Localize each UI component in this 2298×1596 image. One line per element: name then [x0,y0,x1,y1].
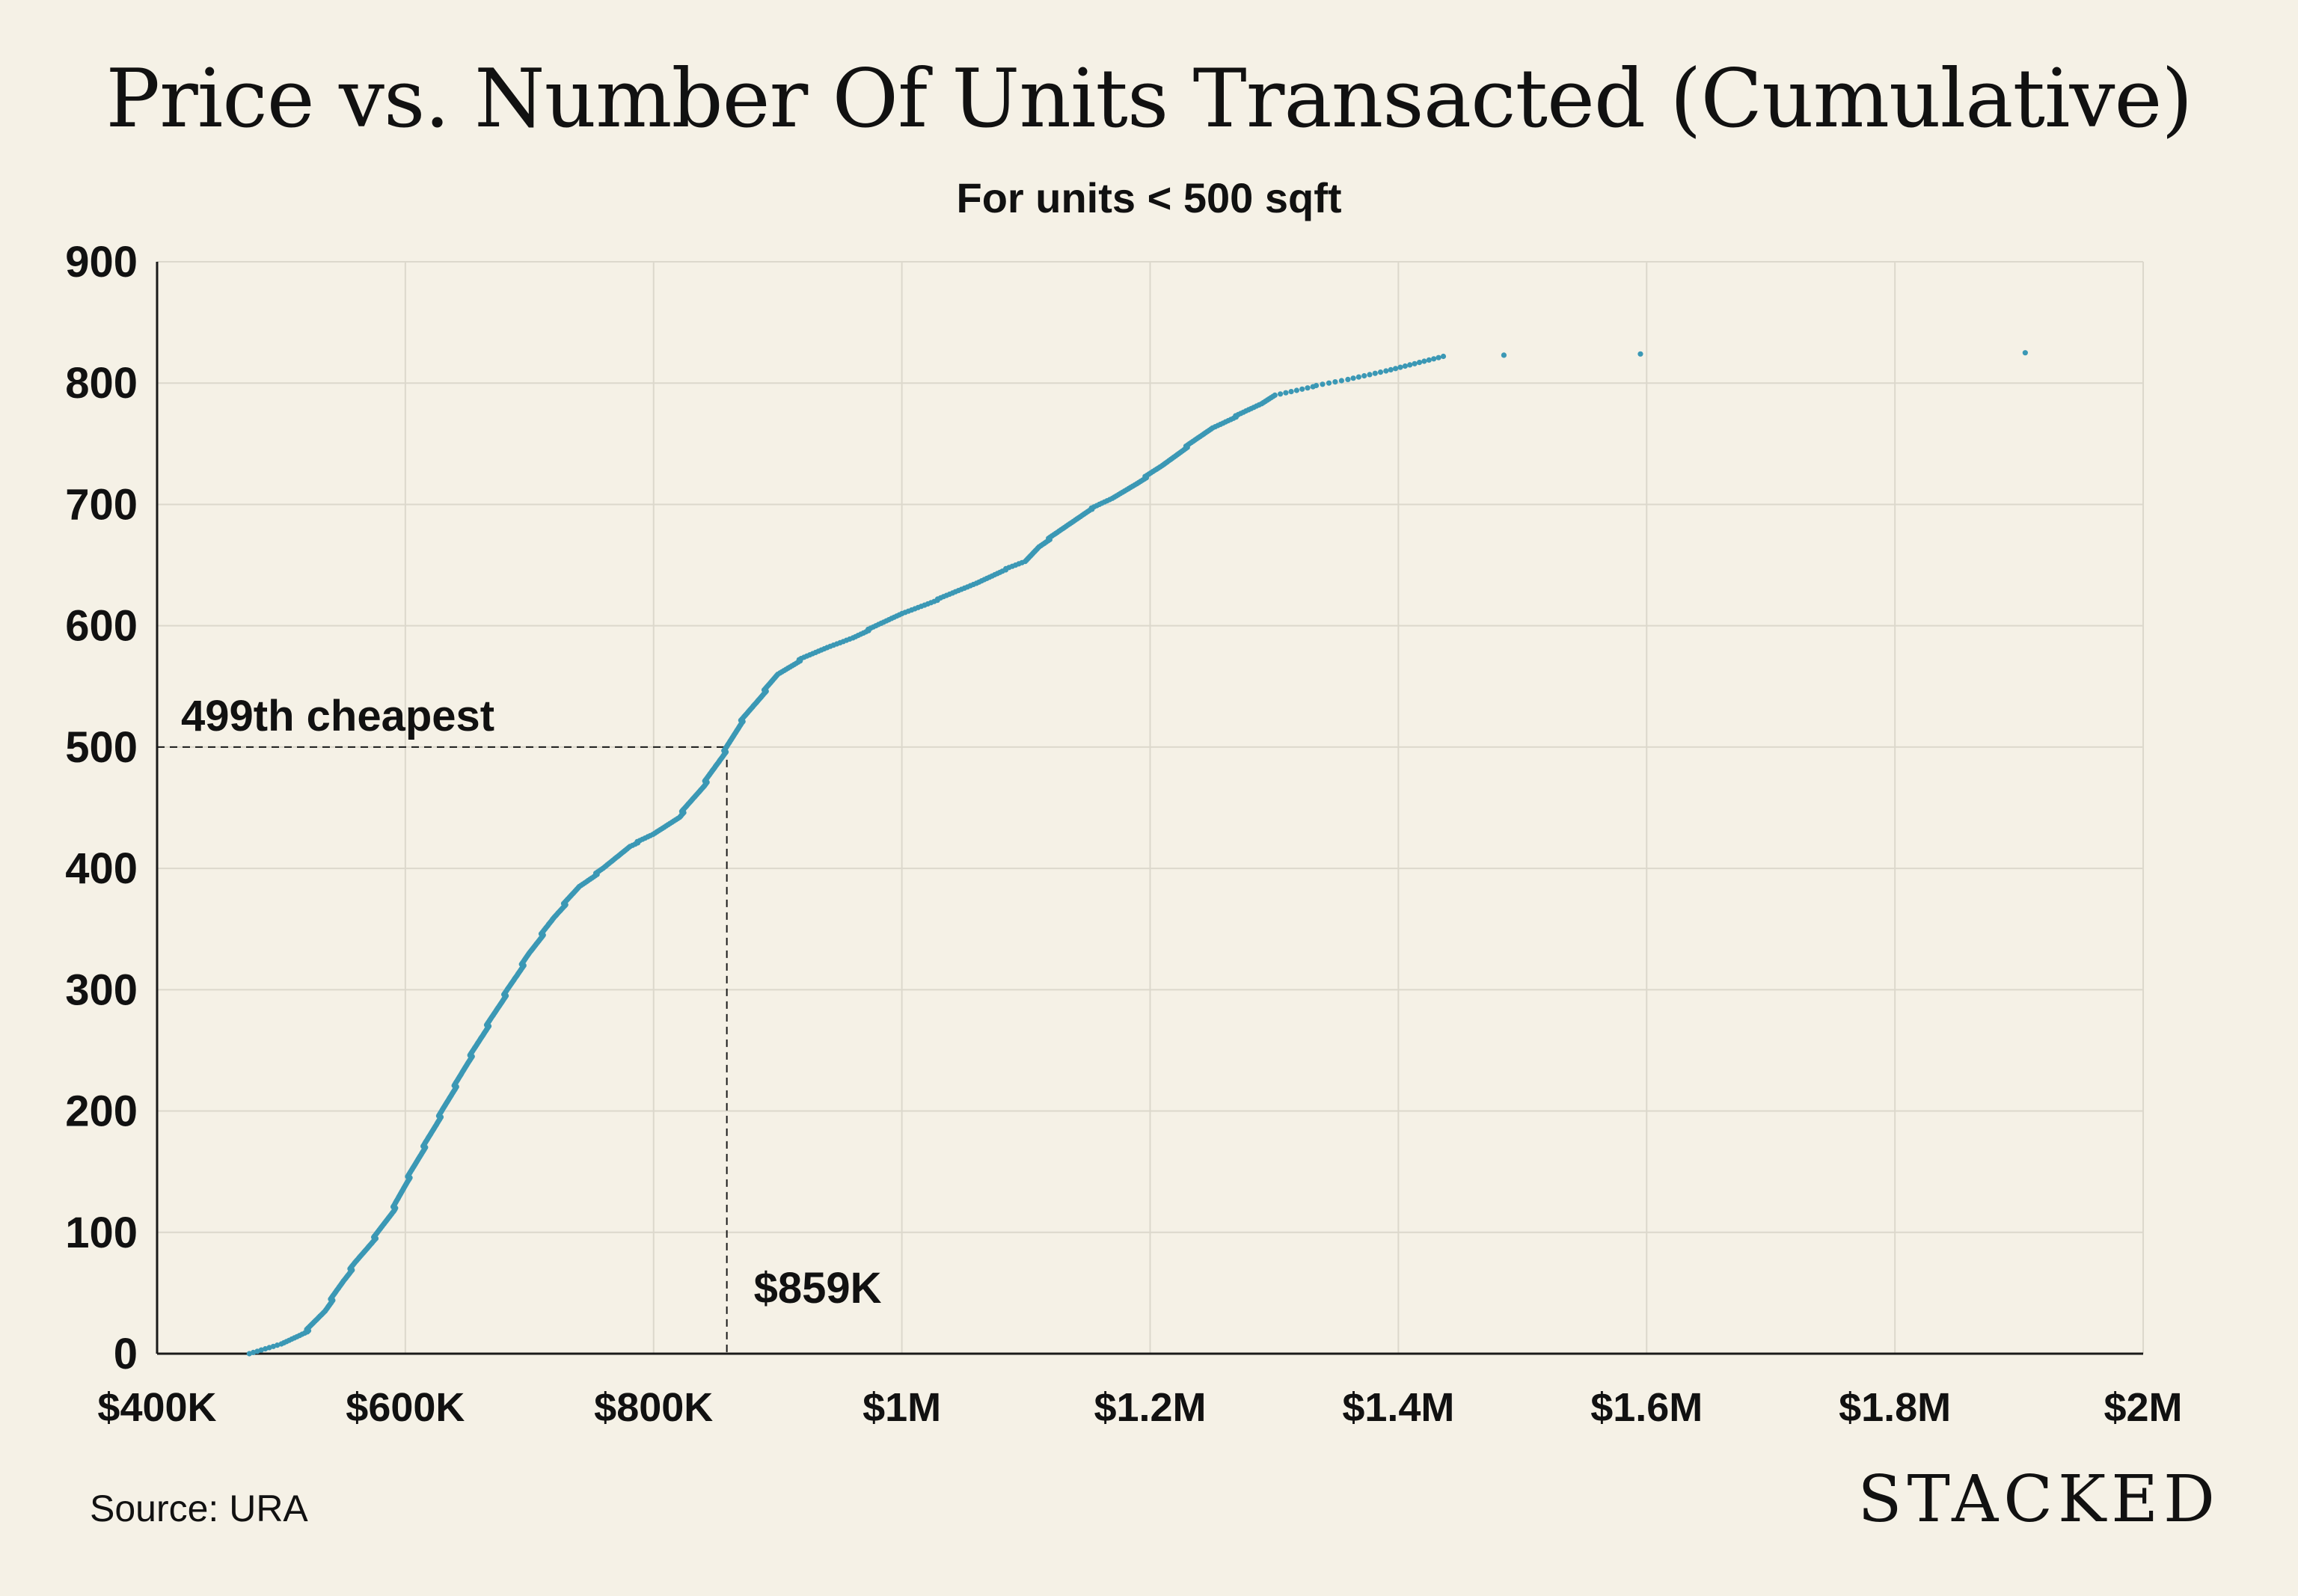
data-point [1305,385,1311,391]
data-point [1283,390,1289,396]
data-points [246,350,2028,1357]
y-tick-label: 600 [65,602,138,651]
data-point [1426,357,1432,363]
x-tick-label: $1.6M [1590,1385,1703,1430]
axes [156,262,2143,1355]
annotations: 499th cheapest $859K [181,692,882,1313]
guide-lines [157,746,728,1354]
data-point [1361,372,1367,379]
data-point [1314,382,1320,389]
x-tick-label: $1.4M [1342,1385,1454,1430]
data-point [1272,392,1278,399]
y-tick-label: 0 [114,1330,138,1378]
data-point [1293,387,1299,393]
data-point [1278,391,1284,397]
data-point [1320,381,1326,387]
y-tick-label: 300 [65,966,138,1014]
data-point-outlier [1501,352,1507,358]
data-point-outlier [2022,350,2028,356]
data-point [1402,363,1408,369]
data-point [1372,370,1378,376]
data-point [1388,366,1394,372]
grid-lines [157,261,2144,1354]
data-point [1407,362,1413,368]
annotation-label: 499th cheapest [181,692,494,740]
data-point [1288,389,1294,395]
y-tick-label: 500 [65,723,138,772]
y-tick-label: 800 [65,359,138,408]
y-tick-label: 200 [65,1087,138,1136]
y-tick-label: 400 [65,844,138,893]
data-point [1397,364,1403,370]
data-point [1416,360,1423,366]
brand-logo: STACKED [1857,1462,2220,1537]
data-point [1421,358,1427,364]
annotation-label: $859K [754,1264,882,1313]
data-point [1350,375,1356,381]
data-point [1383,368,1389,374]
x-tick-label: $600K [346,1385,465,1430]
data-point [275,1342,281,1348]
data-point [251,1349,257,1355]
y-tick-label: 700 [65,480,138,529]
x-tick-label: $1M [862,1385,941,1430]
data-point [1299,386,1305,392]
chart-subtitle: For units < 500 sqft [956,174,1342,221]
data-point [266,1345,272,1351]
chart-title: Price vs. Number Of Units Transacted (Cu… [105,52,2193,146]
tick-labels: 0 100 200 300 400 500 600 700 800 900 $400K $600K $8… [65,238,2182,1430]
data-point [1436,355,1441,360]
data-point [1431,356,1437,362]
data-point [1332,379,1338,385]
data-point [1377,369,1384,375]
data-point [1345,376,1351,382]
x-tick-label: $800K [594,1385,713,1430]
data-point [1440,353,1447,360]
data-point [1338,378,1344,384]
x-tick-label: $1.8M [1839,1385,1951,1430]
data-point [258,1347,264,1353]
x-tick-label: $1.2M [1094,1385,1206,1430]
data-point [1355,374,1361,380]
data-point [1367,372,1373,378]
y-tick-label: 100 [65,1209,138,1257]
data-point [1326,380,1332,386]
x-tick-label: $400K [97,1385,216,1430]
data-point [1393,366,1399,372]
data-point [1412,360,1418,366]
data-point-outlier [1637,351,1643,357]
source-note: Source: URA [90,1488,308,1529]
x-tick-label: $2M [2104,1385,2182,1430]
y-tick-label: 900 [65,238,138,286]
